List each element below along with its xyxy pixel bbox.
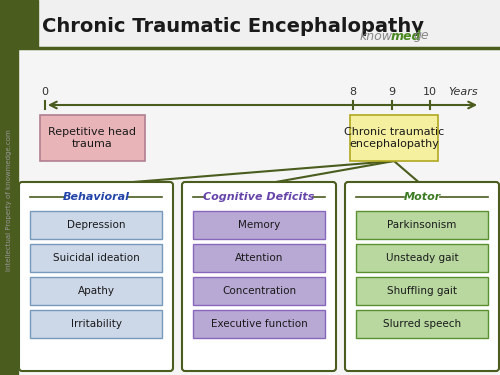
FancyBboxPatch shape (345, 182, 499, 371)
Text: 10: 10 (423, 87, 437, 97)
FancyBboxPatch shape (19, 182, 173, 371)
Bar (30, 310, 162, 338)
Text: Unsteady gait: Unsteady gait (386, 253, 458, 263)
Text: Cognitive Deficits: Cognitive Deficits (204, 192, 314, 202)
Text: med: med (391, 30, 422, 42)
Text: Motor: Motor (404, 192, 440, 202)
Bar (0, 0, 38, 48)
Text: Depression: Depression (67, 220, 125, 230)
Text: know: know (360, 30, 393, 42)
Bar (193, 211, 325, 239)
Bar (356, 310, 488, 338)
Bar (30, 244, 162, 272)
Bar (40, 115, 145, 161)
Bar (30, 211, 162, 239)
Bar (193, 244, 325, 272)
Text: Executive function: Executive function (210, 319, 308, 329)
Bar (0, 0, 18, 375)
Text: ge: ge (414, 30, 430, 42)
Text: Repetitive head
trauma: Repetitive head trauma (48, 127, 136, 149)
Text: Suicidal ideation: Suicidal ideation (52, 253, 140, 263)
Bar (193, 310, 325, 338)
Bar (30, 277, 162, 305)
Text: Attention: Attention (235, 253, 283, 263)
Bar (356, 244, 488, 272)
Text: Apathy: Apathy (78, 286, 114, 296)
Text: 8: 8 (350, 87, 356, 97)
Bar (193, 277, 325, 305)
Bar (356, 277, 488, 305)
Bar (350, 115, 438, 161)
Text: Irritability: Irritability (70, 319, 122, 329)
Bar (356, 211, 488, 239)
Text: 9: 9 (388, 87, 395, 97)
Text: Chronic Traumatic Encephalopathy: Chronic Traumatic Encephalopathy (42, 16, 424, 36)
Text: Concentration: Concentration (222, 286, 296, 296)
Text: Memory: Memory (238, 220, 280, 230)
Text: Intellectual Property of knowmedge.com: Intellectual Property of knowmedge.com (6, 129, 12, 271)
Text: Parkinsonism: Parkinsonism (388, 220, 456, 230)
Text: Chronic traumatic
encephalopathy: Chronic traumatic encephalopathy (344, 127, 444, 149)
Text: Slurred speech: Slurred speech (383, 319, 461, 329)
Text: Years: Years (448, 87, 478, 97)
FancyBboxPatch shape (182, 182, 336, 371)
Text: 0: 0 (42, 87, 48, 97)
Text: Shuffling gait: Shuffling gait (387, 286, 457, 296)
Bar (38, 0, 500, 48)
Text: Behavioral: Behavioral (62, 192, 130, 202)
